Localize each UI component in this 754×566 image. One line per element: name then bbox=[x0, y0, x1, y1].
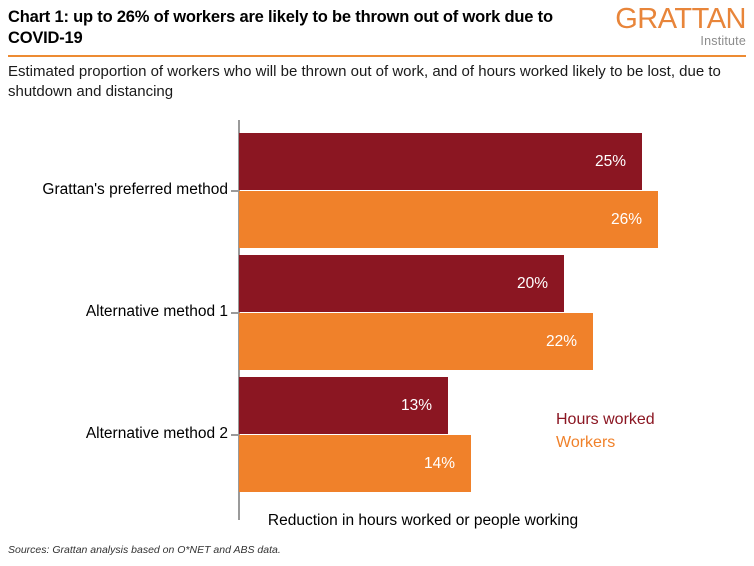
bar-hours-worked-2: 13% bbox=[239, 377, 448, 434]
category-label-0: Grattan's preferred method bbox=[42, 181, 228, 198]
bar-value-label: 13% bbox=[400, 396, 432, 414]
bar-hours-worked-0: 25% bbox=[239, 133, 642, 190]
bar-value-label: 26% bbox=[610, 210, 642, 228]
legend-item-workers: Workers bbox=[556, 434, 616, 451]
bar-group-1: Alternative method 1 20% 22% bbox=[0, 255, 754, 370]
bar-workers-1: 22% bbox=[239, 313, 593, 370]
category-label-1: Alternative method 1 bbox=[85, 303, 228, 320]
x-axis-title: Reduction in hours worked or people work… bbox=[267, 512, 579, 529]
bar-value-label: 22% bbox=[545, 332, 577, 350]
source-note: Sources: Grattan analysis based on O*NET… bbox=[8, 544, 281, 556]
header-divider bbox=[8, 55, 746, 57]
bar-workers-0: 26% bbox=[239, 191, 658, 248]
chart-legend: Hours worked Workers bbox=[556, 408, 655, 454]
bar-group-2: Alternative method 2 13% 14% bbox=[0, 377, 754, 492]
chart-subtitle: Estimated proportion of workers who will… bbox=[8, 63, 721, 100]
bar-hours-worked-1: 20% bbox=[239, 255, 564, 312]
bar-value-label: 14% bbox=[423, 454, 455, 472]
axis-tick-0 bbox=[231, 190, 238, 192]
category-label-2: Alternative method 2 bbox=[85, 425, 228, 442]
grattan-logo: GRATTAN Institute bbox=[588, 3, 746, 49]
bar-workers-2: 14% bbox=[239, 435, 471, 492]
bar-value-label: 25% bbox=[594, 152, 626, 170]
logo-wordmark: GRATTAN bbox=[615, 3, 746, 35]
logo-subtitle: Institute bbox=[700, 34, 746, 48]
y-axis-line bbox=[238, 120, 240, 520]
page-title: Chart 1: up to 26% of workers are likely… bbox=[8, 8, 553, 47]
legend-item-hours-worked: Hours worked bbox=[556, 411, 655, 428]
chart-header: Chart 1: up to 26% of workers are likely… bbox=[0, 0, 754, 56]
axis-tick-2 bbox=[231, 434, 238, 436]
chart-plot-area: Grattan's preferred method 25% 26% Alter… bbox=[0, 110, 754, 520]
bar-group-0: Grattan's preferred method 25% 26% bbox=[0, 133, 754, 248]
axis-tick-1 bbox=[231, 312, 238, 314]
bar-value-label: 20% bbox=[516, 274, 548, 292]
